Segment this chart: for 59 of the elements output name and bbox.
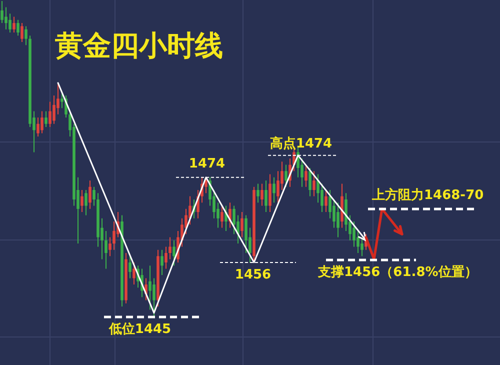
candlestick xyxy=(352,221,356,248)
candlestick xyxy=(276,170,280,204)
candlestick xyxy=(188,196,192,226)
annotation: 支撑1456（61.8%位置） xyxy=(317,265,478,280)
candlestick xyxy=(40,110,44,134)
candlestick xyxy=(336,202,340,238)
text: 黄金四小时线 xyxy=(54,29,223,62)
candlestick xyxy=(316,174,320,204)
candlestick xyxy=(12,16,16,33)
candlestick xyxy=(24,26,28,46)
candlestick xyxy=(312,170,316,197)
candlestick xyxy=(132,262,136,285)
candlestick xyxy=(164,246,168,270)
candlestick xyxy=(92,186,96,206)
candlestick xyxy=(0,0,4,24)
candlestick xyxy=(304,164,308,188)
candlestick xyxy=(148,265,152,310)
text: 低位1445 xyxy=(108,322,172,337)
candlestick xyxy=(320,183,324,213)
candlestick xyxy=(328,190,332,219)
candlestick xyxy=(128,256,132,279)
candlestick xyxy=(332,198,336,228)
candlestick xyxy=(244,214,248,254)
candlestick xyxy=(44,110,48,128)
candlestick xyxy=(360,236,364,257)
annotation: 1456 xyxy=(234,267,272,282)
candlestick xyxy=(204,176,208,194)
candlestick xyxy=(324,190,328,213)
candlestick xyxy=(20,22,24,42)
candlestick xyxy=(4,6,8,30)
candlestick xyxy=(48,101,52,128)
candlestick xyxy=(268,174,272,213)
candlestick xyxy=(260,183,264,206)
candlestick xyxy=(256,183,260,204)
annotation: 高点1474 xyxy=(270,135,332,152)
candlestick xyxy=(104,230,108,270)
candlestick xyxy=(84,190,88,216)
candlestick xyxy=(172,240,176,266)
candlestick xyxy=(152,278,156,316)
candlestick xyxy=(264,180,268,213)
candlestick xyxy=(52,95,56,124)
candlestick xyxy=(16,19,20,36)
candlestick xyxy=(284,164,288,188)
candlestick xyxy=(232,205,236,235)
candlestick xyxy=(356,230,360,254)
candlestick xyxy=(168,236,172,260)
candlestick xyxy=(112,221,116,250)
candlestick xyxy=(220,205,224,228)
candlestick xyxy=(8,13,12,33)
annotation: 1474 xyxy=(188,156,226,172)
candlestick xyxy=(88,180,92,210)
candlestick xyxy=(160,249,164,276)
candlestick xyxy=(108,236,112,257)
candlestick xyxy=(80,190,84,213)
candlestick xyxy=(272,176,276,204)
candlestick xyxy=(308,167,312,197)
annotation: 上方阻力1468-70 xyxy=(371,187,484,203)
candlestick xyxy=(36,117,40,137)
candlestick xyxy=(240,212,244,238)
